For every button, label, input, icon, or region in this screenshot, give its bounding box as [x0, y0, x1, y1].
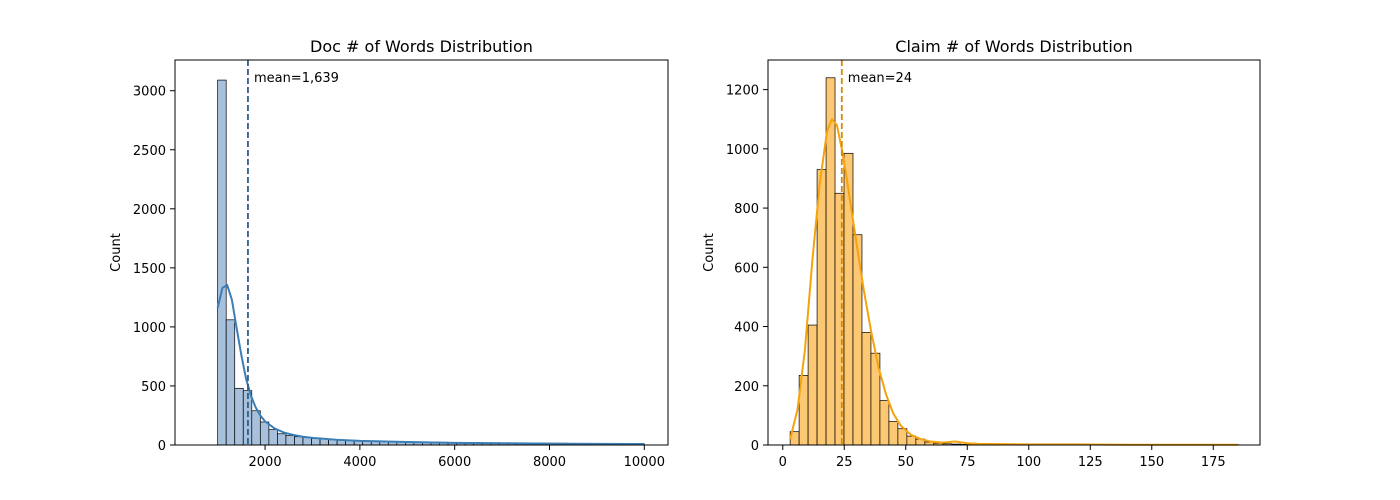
doc-words-kde-curve	[216, 283, 645, 446]
doc-words-y-tick-label: 500	[141, 380, 166, 395]
claim-words-x-tick-label: 25	[836, 455, 853, 470]
doc-words-x-tick-label: 8000	[533, 455, 566, 470]
doc-words-y-tick-label: 3000	[133, 85, 166, 100]
doc-words-histogram-bar	[302, 437, 312, 446]
doc-words-subplot: 2000 4000 6000 8000 10000 0 500 1000 1500 2000 25…	[109, 37, 669, 470]
claim-words-histogram-bar	[879, 400, 890, 446]
doc-words-histogram-bar	[311, 438, 321, 446]
doc-words-histogram-bar	[268, 429, 278, 446]
claim-words-mean-annotation: mean=24	[848, 71, 912, 86]
claim-words-y-tick-label: 400	[734, 321, 759, 336]
claim-words-y-tick-label: 1000	[726, 143, 759, 158]
claim-words-histogram-bar	[843, 152, 854, 446]
doc-words-x-tick-label: 6000	[438, 455, 471, 470]
claim-words-x-ticks: 0 25 50 75 100 125 150 175	[779, 445, 1226, 470]
doc-words-histogram-bar	[285, 435, 295, 446]
claim-words-x-tick-label: 175	[1201, 455, 1226, 470]
claim-words-axes-frame	[767, 59, 1261, 446]
doc-words-y-tick-label: 2500	[133, 144, 166, 159]
doc-words-histogram-bar	[259, 421, 270, 446]
claim-words-y-tick-label: 800	[734, 202, 759, 217]
doc-words-chart-title: Doc # of Words Distribution	[310, 37, 533, 56]
claim-words-chart-title: Claim # of Words Distribution	[895, 37, 1132, 56]
claim-words-x-tick-label: 100	[1016, 455, 1041, 470]
doc-words-histogram-bar	[217, 79, 227, 446]
claim-words-histogram-bar	[861, 332, 872, 446]
claim-words-subplot: 0 25 50 75 100 125 150 175 0 200 400 600 800 1000 120…	[702, 37, 1261, 470]
doc-words-histogram-bar	[234, 387, 244, 446]
doc-words-y-tick-label: 1500	[133, 262, 166, 277]
doc-words-histogram-bar	[251, 410, 261, 446]
doc-words-y-tick-label: 1000	[133, 321, 166, 336]
claim-words-x-tick-label: 150	[1139, 455, 1164, 470]
doc-words-y-tick-label: 0	[158, 439, 166, 454]
claim-words-y-tick-label: 200	[734, 380, 759, 395]
claim-words-y-axis-label: Count	[702, 233, 717, 272]
claim-words-kde-curve	[789, 118, 1238, 446]
doc-words-histogram-bar	[294, 436, 304, 446]
claim-words-y-tick-label: 1200	[726, 84, 759, 99]
doc-words-histogram-bar	[277, 433, 287, 446]
doc-words-axes-frame	[174, 59, 669, 446]
claim-words-y-ticks: 0 200 400 600 800 1000 1200	[726, 84, 768, 454]
doc-words-y-axis-label: Count	[109, 233, 124, 272]
claim-words-histogram-bar	[807, 324, 818, 446]
doc-words-x-tick-label: 2000	[249, 455, 282, 470]
claim-words-y-tick-label: 0	[751, 439, 759, 454]
doc-words-mean-annotation: mean=1,639	[254, 71, 339, 86]
doc-words-plot-area	[216, 60, 645, 446]
doc-words-y-tick-label: 2000	[133, 203, 166, 218]
doc-words-x-tick-label: 4000	[343, 455, 376, 470]
doc-words-x-ticks: 2000 4000 6000 8000 10000	[249, 445, 665, 470]
doc-words-histogram-bar	[225, 319, 236, 446]
claim-words-x-tick-label: 75	[959, 455, 976, 470]
claim-words-x-tick-label: 50	[897, 455, 914, 470]
claim-words-x-tick-label: 125	[1078, 455, 1103, 470]
claim-words-x-tick-label: 0	[779, 455, 787, 470]
claim-words-y-tick-label: 600	[734, 261, 759, 276]
claim-words-histogram-bar	[816, 169, 827, 446]
doc-words-x-tick-label: 10000	[624, 455, 665, 470]
claim-words-histogram-bar	[888, 420, 899, 446]
doc-words-y-ticks: 0 500 1000 1500 2000 2500 3000	[133, 85, 175, 454]
